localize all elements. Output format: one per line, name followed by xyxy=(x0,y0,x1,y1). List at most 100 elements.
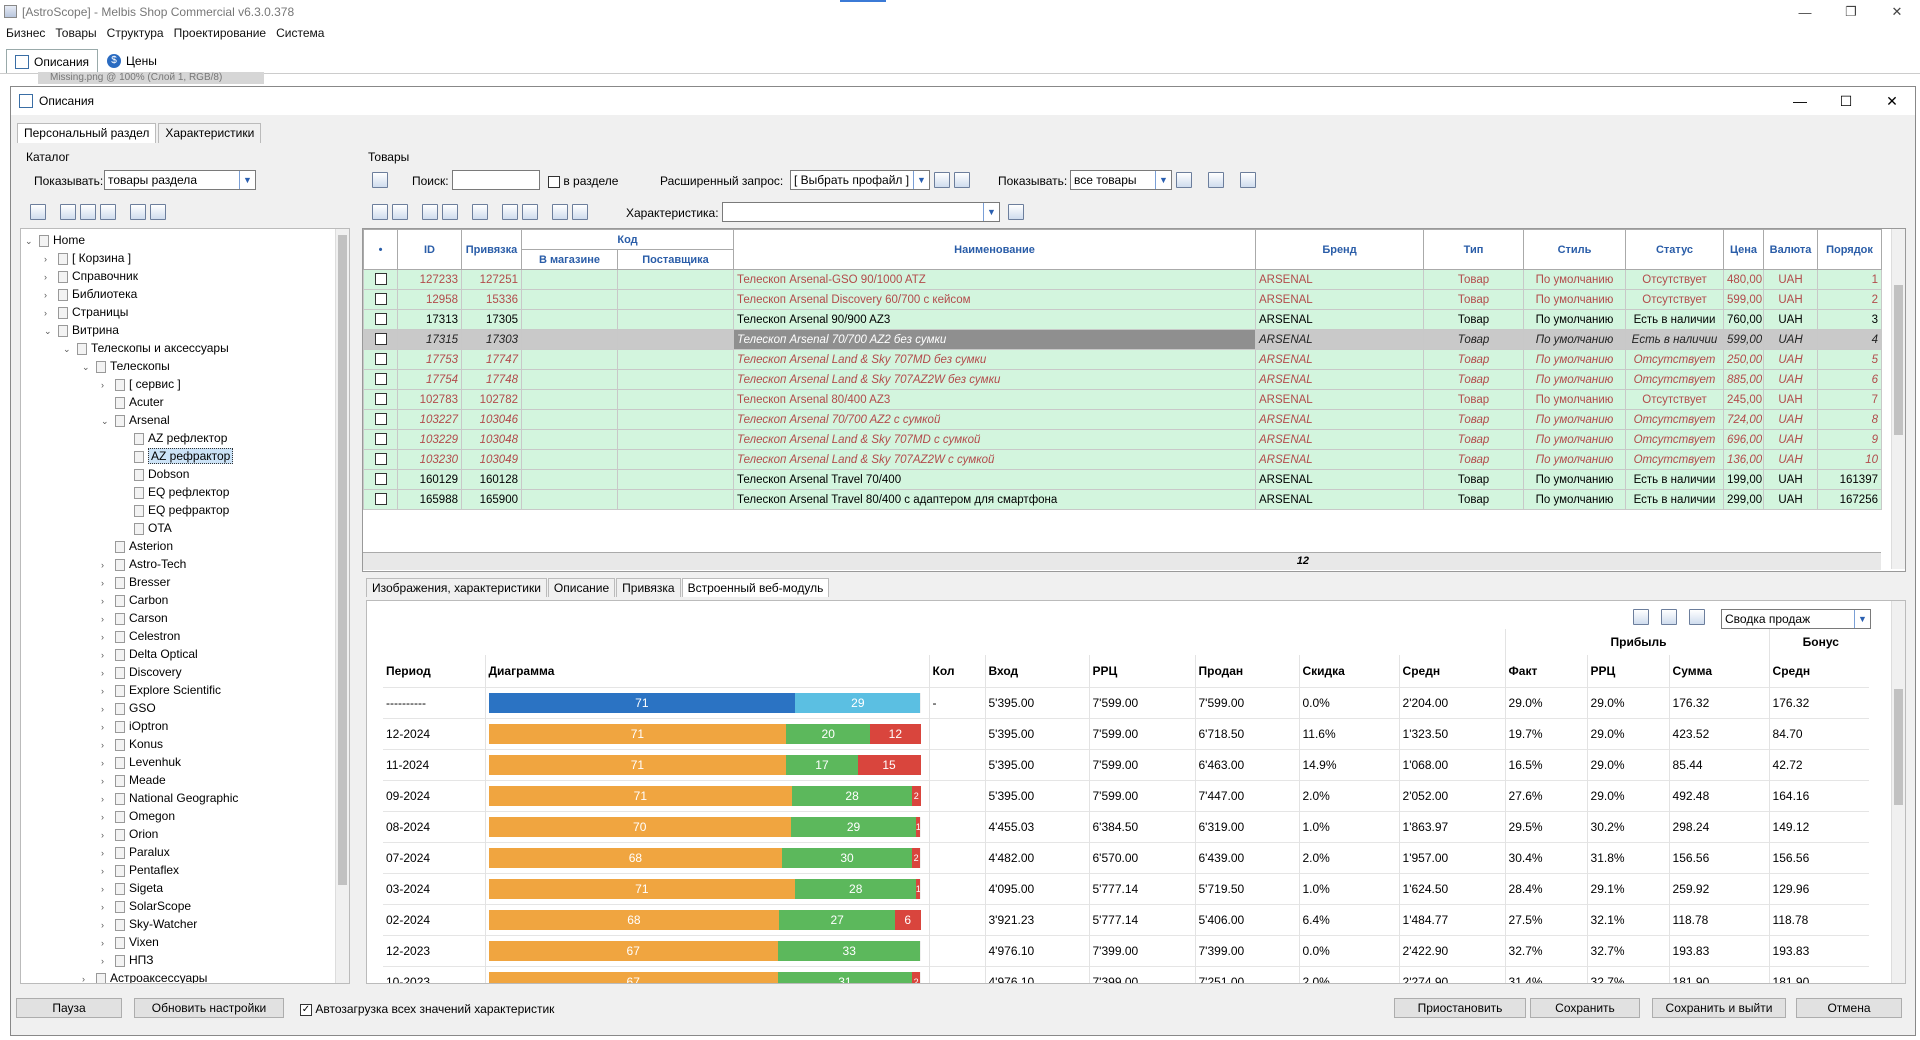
menu-business[interactable]: Бизнес xyxy=(6,26,46,40)
grid-scrollbar[interactable] xyxy=(1891,229,1905,569)
col-name[interactable]: Наименование xyxy=(733,229,1256,270)
tree-expander-icon[interactable]: › xyxy=(101,614,104,624)
web-export-icon[interactable] xyxy=(1689,609,1705,625)
tab-description[interactable]: Описание xyxy=(547,578,616,597)
duplicate-row-icon[interactable] xyxy=(442,204,458,220)
table-row[interactable]: 127233 127251 Телескоп Arsenal-GSO 90/1000… xyxy=(363,269,1882,290)
tree-expander-icon[interactable]: ⌄ xyxy=(44,326,52,336)
save-button[interactable]: Сохранить xyxy=(1530,998,1640,1018)
tree-node[interactable]: › НПЗ xyxy=(101,951,154,969)
menu-design[interactable]: Проектирование xyxy=(173,26,267,40)
tree-node[interactable]: AZ рефлектор xyxy=(120,429,227,447)
tree-expander-icon[interactable]: › xyxy=(101,956,104,966)
close-icon[interactable]: ✕ xyxy=(1886,92,1898,109)
refresh-icon[interactable] xyxy=(1208,172,1224,188)
characteristic-select[interactable]: ▼ xyxy=(722,202,1000,222)
tree-node[interactable]: › National Geographic xyxy=(101,789,238,807)
tree-node[interactable]: › Delta Optical xyxy=(101,645,198,663)
filter-settings-icon[interactable] xyxy=(1176,172,1192,188)
table-row[interactable]: 103230 103049 Телескоп Arsenal Land & Sky … xyxy=(363,449,1882,470)
menu-goods[interactable]: Товары xyxy=(55,26,97,40)
select-column-header[interactable]: • xyxy=(363,229,398,270)
suspend-button[interactable]: Приостановить xyxy=(1394,998,1526,1018)
tree-node[interactable]: › SolarScope xyxy=(101,897,191,915)
tab-prices[interactable]: $ Цены xyxy=(98,49,166,73)
tree-node[interactable]: ⌄ Витрина xyxy=(44,321,119,339)
col-bind[interactable]: Привязка xyxy=(461,229,522,270)
link-icon[interactable] xyxy=(502,204,518,220)
tab-descriptions[interactable]: Описания xyxy=(6,49,99,73)
tree-node[interactable]: › Vixen xyxy=(101,933,159,951)
tree-node[interactable]: › Levenhuk xyxy=(101,753,181,771)
tree-node[interactable]: › Konus xyxy=(101,735,163,753)
tree-expander-icon[interactable]: › xyxy=(44,272,47,282)
row-checkbox[interactable] xyxy=(363,269,398,290)
row-checkbox[interactable] xyxy=(363,349,398,370)
tree-node[interactable]: AZ рефрактор xyxy=(120,447,234,465)
checkbox[interactable] xyxy=(374,293,387,306)
report-select[interactable]: Сводка продаж ▼ xyxy=(1721,609,1871,629)
tree-node[interactable]: › [ сервис ] xyxy=(101,375,181,393)
tree-node[interactable]: › Carbon xyxy=(101,591,168,609)
web-scrollbar[interactable] xyxy=(1891,601,1905,983)
refresh-settings-button[interactable]: Обновить настройки xyxy=(134,998,284,1018)
tree-filter-icon[interactable] xyxy=(150,204,166,220)
tree-node[interactable]: ⌄ Телескопы xyxy=(82,357,170,375)
row-checkbox[interactable] xyxy=(363,469,398,490)
row-checkbox[interactable] xyxy=(363,369,398,390)
table-row[interactable]: 12958 15336 Телескоп Arsenal Discovery 60/… xyxy=(363,289,1882,310)
show-products-select[interactable]: все товары ▼ xyxy=(1070,170,1172,190)
row-checkbox[interactable] xyxy=(363,449,398,470)
checkbox[interactable] xyxy=(374,493,387,506)
col-currency[interactable]: Валюта xyxy=(1763,229,1818,270)
tree-expander-icon[interactable]: › xyxy=(101,794,104,804)
table-row[interactable]: 102783 102782 Телескоп Arsenal 80/400 AZ3 A… xyxy=(363,389,1882,410)
calendar-icon[interactable] xyxy=(934,172,950,188)
restore-icon[interactable]: ❐ xyxy=(1845,4,1857,19)
cancel-button[interactable]: Отмена xyxy=(1796,998,1902,1018)
tree-expander-icon[interactable]: › xyxy=(101,668,104,678)
move-row-icon[interactable] xyxy=(472,204,488,220)
tree-expander-icon[interactable]: › xyxy=(101,902,104,912)
tree-node[interactable]: › iOptron xyxy=(101,717,168,735)
tree-expander-icon[interactable]: › xyxy=(101,380,104,390)
tree-expander-icon[interactable]: › xyxy=(101,812,104,822)
tree-node[interactable]: › GSO xyxy=(101,699,156,717)
checkbox[interactable] xyxy=(374,373,387,386)
tree-expander-icon[interactable]: › xyxy=(101,740,104,750)
table-row[interactable]: 160129 160128 Телескоп Arsenal Travel 70/4… xyxy=(363,469,1882,490)
tree-expander-icon[interactable]: ⌄ xyxy=(101,416,109,426)
new-row-icon[interactable] xyxy=(372,204,388,220)
checkbox[interactable] xyxy=(374,333,387,346)
tab-characteristics[interactable]: Характеристики xyxy=(158,123,262,143)
tree-node[interactable]: › Omegon xyxy=(101,807,175,825)
tree-expander-icon[interactable]: › xyxy=(101,560,104,570)
table-row[interactable]: 17313 17305 Телескоп Arsenal 90/900 AZ3 ARS… xyxy=(363,309,1882,330)
profile-select[interactable]: [ Выбрать профайл ] ▼ xyxy=(790,170,930,190)
row-checkbox[interactable] xyxy=(363,389,398,410)
tree-expander-icon[interactable]: › xyxy=(44,254,47,264)
checkbox[interactable] xyxy=(374,353,387,366)
tree-node[interactable]: › Справочник xyxy=(44,267,138,285)
tree-expander-icon[interactable]: ⌄ xyxy=(63,344,71,354)
tree-expander-icon[interactable]: › xyxy=(101,704,104,714)
col-price[interactable]: Цена xyxy=(1723,229,1764,270)
minimize-icon[interactable]: — xyxy=(1793,93,1807,109)
checkbox[interactable] xyxy=(374,473,387,486)
checkbox[interactable] xyxy=(374,313,387,326)
tree-expander-icon[interactable]: › xyxy=(101,938,104,948)
table-row[interactable]: 165988 165900 Телескоп Arsenal Travel 80/4… xyxy=(363,489,1882,510)
tree-node[interactable]: Dobson xyxy=(120,465,189,483)
tree-node[interactable]: › Carson xyxy=(101,609,168,627)
scrollbar-thumb[interactable] xyxy=(1894,689,1903,805)
tab-images-characteristics[interactable]: Изображения, характеристики xyxy=(366,578,547,597)
table-row[interactable]: 17753 17747 Телескоп Arsenal Land & Sky 70… xyxy=(363,349,1882,370)
tree-expander-icon[interactable]: › xyxy=(101,650,104,660)
menu-structure[interactable]: Структура xyxy=(106,26,164,40)
unlink-icon[interactable] xyxy=(522,204,538,220)
menu-system[interactable]: Система xyxy=(276,26,325,40)
profile-settings-icon[interactable] xyxy=(954,172,970,188)
copy-row-icon[interactable] xyxy=(392,204,408,220)
export-icon[interactable] xyxy=(572,204,588,220)
tree-node[interactable]: ⌄ Телескопы и аксессуары xyxy=(63,339,229,357)
